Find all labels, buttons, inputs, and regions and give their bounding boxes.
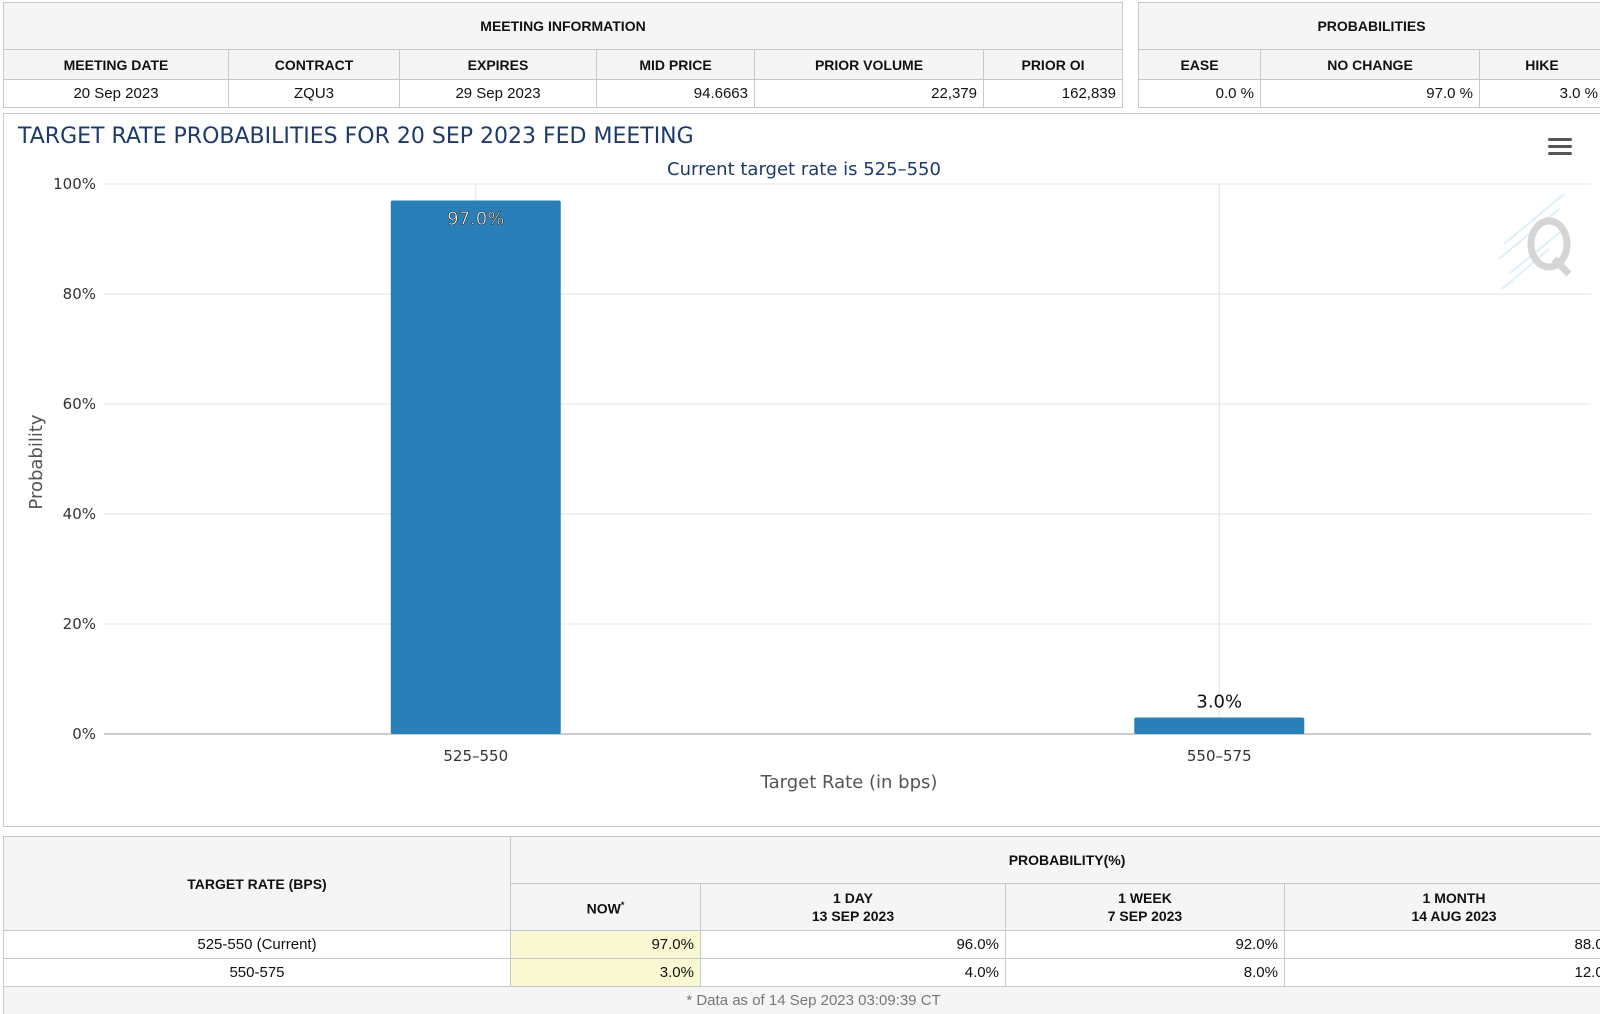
probabilities-row: 0.0 % 97.0 % 3.0 % <box>1139 80 1600 108</box>
week-cell: 92.0% <box>1006 931 1285 959</box>
col-mid-price: MID PRICE <box>597 50 755 80</box>
bar-layer: 97.0% 3.0% <box>391 201 1305 735</box>
probability-history-table: TARGET RATE (BPS) PROBABILITY(%) NOW* 1 … <box>3 836 1600 1014</box>
col-ease: EASE <box>1139 50 1261 80</box>
prior-oi-cell: 162,839 <box>984 80 1123 108</box>
chart-title: TARGET RATE PROBABILITIES FOR 20 SEP 202… <box>17 124 694 149</box>
col-hike: HIKE <box>1480 50 1600 80</box>
hamburger-menu-icon[interactable] <box>1544 134 1576 162</box>
prior-volume-cell: 22,379 <box>755 80 984 108</box>
day-cell: 96.0% <box>701 931 1006 959</box>
table-row: 550-575 3.0% 4.0% 8.0% 12.0% <box>4 959 1600 987</box>
ease-cell: 0.0 % <box>1139 80 1261 108</box>
meeting-information-header: MEETING INFORMATION <box>4 3 1123 50</box>
col-meeting-date: MEETING DATE <box>4 50 229 80</box>
bar-525–550 <box>391 201 561 735</box>
y-axis-ticks: 0% 20% 40% 60% 80% 100% <box>53 175 96 743</box>
bar-550–575 <box>1134 718 1304 735</box>
table-row: 525-550 (Current) 97.0% 96.0% 92.0% 88.0… <box>4 931 1600 959</box>
rate-cell: 525-550 (Current) <box>4 931 511 959</box>
x-tick-label: 550–575 <box>1187 747 1252 765</box>
chart-container: TARGET RATE PROBABILITIES FOR 20 SEP 202… <box>3 113 1600 827</box>
chart-subtitle: Current target rate is 525–550 <box>667 159 941 180</box>
col-expires: EXPIRES <box>400 50 597 80</box>
now-cell: 97.0% <box>511 931 701 959</box>
x-axis-ticks: 525–550 550–575 <box>443 747 1251 765</box>
q-logo-watermark-icon <box>1499 194 1569 289</box>
x-tick-label: 525–550 <box>443 747 508 765</box>
y-tick-label: 100% <box>53 175 96 193</box>
meeting-row: 20 Sep 2023 ZQU3 29 Sep 2023 94.6663 22,… <box>4 80 1123 108</box>
col-contract: CONTRACT <box>229 50 400 80</box>
probabilities-header: PROBABILITIES <box>1139 3 1600 50</box>
probability-group-header: PROBABILITY(%) <box>511 837 1600 884</box>
day-cell: 4.0% <box>701 959 1006 987</box>
expires-cell: 29 Sep 2023 <box>400 80 597 108</box>
no-change-cell: 97.0 % <box>1261 80 1480 108</box>
probabilities-table: PROBABILITIES EASE NO CHANGE HIKE 0.0 % … <box>1138 2 1600 108</box>
col-prior-oi: PRIOR OI <box>984 50 1123 80</box>
col-now: NOW* <box>511 884 701 931</box>
data-timestamp-footnote: * Data as of 14 Sep 2023 03:09:39 CT <box>4 987 1600 1014</box>
probability-chart: TARGET RATE PROBABILITIES FOR 20 SEP 202… <box>4 114 1600 826</box>
meeting-information-table: MEETING INFORMATION MEETING DATE CONTRAC… <box>3 2 1123 108</box>
rate-cell: 550-575 <box>4 959 511 987</box>
y-tick-label: 80% <box>63 285 96 303</box>
week-cell: 8.0% <box>1006 959 1285 987</box>
mid-price-cell: 94.6663 <box>597 80 755 108</box>
y-tick-label: 40% <box>63 505 96 523</box>
y-tick-label: 0% <box>72 725 96 743</box>
target-rate-header: TARGET RATE (BPS) <box>4 837 511 931</box>
data-label: 3.0% <box>1196 692 1242 713</box>
contract-cell: ZQU3 <box>229 80 400 108</box>
y-tick-label: 20% <box>63 615 96 633</box>
col-prior-volume: PRIOR VOLUME <box>755 50 984 80</box>
month-cell: 88.0% <box>1285 931 1600 959</box>
y-axis-title: Probability <box>26 414 47 509</box>
grid-layer <box>104 184 1591 734</box>
meeting-date-cell: 20 Sep 2023 <box>4 80 229 108</box>
month-cell: 12.0% <box>1285 959 1600 987</box>
now-cell: 3.0% <box>511 959 701 987</box>
hike-cell: 3.0 % <box>1480 80 1600 108</box>
col-no-change: NO CHANGE <box>1261 50 1480 80</box>
x-axis-title: Target Rate (in bps) <box>760 772 938 793</box>
now-footnote-marker: * <box>621 900 625 910</box>
y-tick-label: 60% <box>63 395 96 413</box>
data-label: 97.0% <box>447 209 504 230</box>
